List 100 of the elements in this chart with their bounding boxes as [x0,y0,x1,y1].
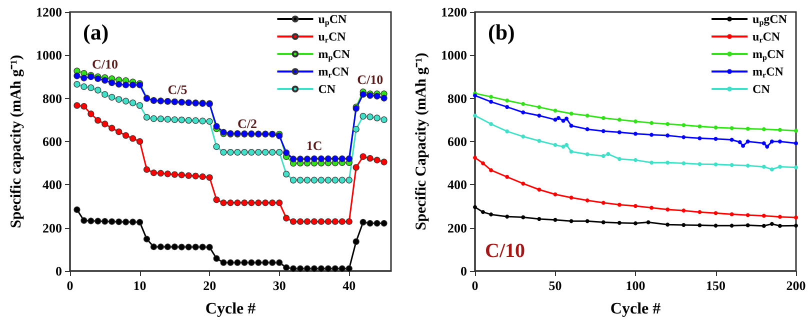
point [248,259,255,266]
point [730,212,734,216]
y-tick-label: 200 [42,220,62,236]
point [762,164,766,169]
point [192,117,199,124]
point [634,221,638,226]
point [304,218,311,225]
point [122,218,130,226]
point [505,129,510,134]
point [283,149,290,156]
point [778,128,782,132]
point [352,126,360,132]
y-tick-label: 1200 [441,4,467,20]
point [262,259,269,266]
point [102,120,108,128]
point [94,117,102,124]
point [80,103,88,110]
point [94,86,102,94]
point [778,224,782,228]
point [227,200,234,206]
point [255,259,262,266]
point [157,116,164,122]
point [136,218,144,226]
point [714,125,718,130]
point [489,212,494,216]
point [601,220,606,224]
point [650,160,654,165]
chart-title: (a) [83,20,109,44]
y-tick-label: 600 [448,134,467,149]
point [505,174,510,179]
point [130,218,136,226]
point [741,144,746,148]
point [262,200,269,206]
annotation: 1C [306,138,322,153]
point [213,255,220,262]
x-tick-label: 0 [472,278,478,293]
point [192,244,199,250]
point [283,214,290,222]
point [646,220,650,224]
point [206,118,213,125]
point [794,165,798,170]
point [762,214,766,218]
point [770,222,774,226]
point [698,223,702,228]
point [746,140,750,144]
point [617,118,622,122]
x-tick-label: 30 [272,278,286,293]
point [116,81,122,88]
point [88,110,94,118]
point [794,215,798,220]
point [346,218,352,225]
point [262,148,269,156]
point [157,170,164,177]
point [765,144,770,149]
point [74,72,80,80]
point [143,236,150,242]
point [569,112,574,116]
point [473,205,477,210]
point [601,129,606,134]
point [150,169,158,176]
point [116,128,122,136]
point [585,127,590,132]
point [770,140,774,144]
point [227,148,234,156]
point [290,156,297,162]
y-tick-label: 800 [448,90,467,106]
point [601,200,606,205]
point [698,210,702,214]
point [185,172,192,179]
point [164,170,171,178]
point [199,118,206,124]
point [521,110,526,114]
point [310,176,318,184]
point [88,218,94,224]
point [794,224,798,228]
point [617,202,622,207]
legend-label: CN [318,82,336,96]
point [213,143,220,150]
point [564,116,568,121]
point [241,259,248,266]
point [537,216,542,221]
point [794,128,798,133]
point [276,148,283,156]
point [296,176,304,184]
point [698,162,702,166]
point [136,102,144,109]
point [682,135,686,140]
point [136,138,144,145]
point [489,94,494,99]
annotation: C/10 [357,72,384,87]
point [332,176,338,184]
x-tick-label: 50 [548,278,562,293]
point [324,218,332,225]
point [178,172,185,178]
point [130,135,136,142]
point [318,218,325,225]
point [199,244,206,250]
point [206,174,213,181]
point [650,132,654,137]
point [150,244,158,250]
